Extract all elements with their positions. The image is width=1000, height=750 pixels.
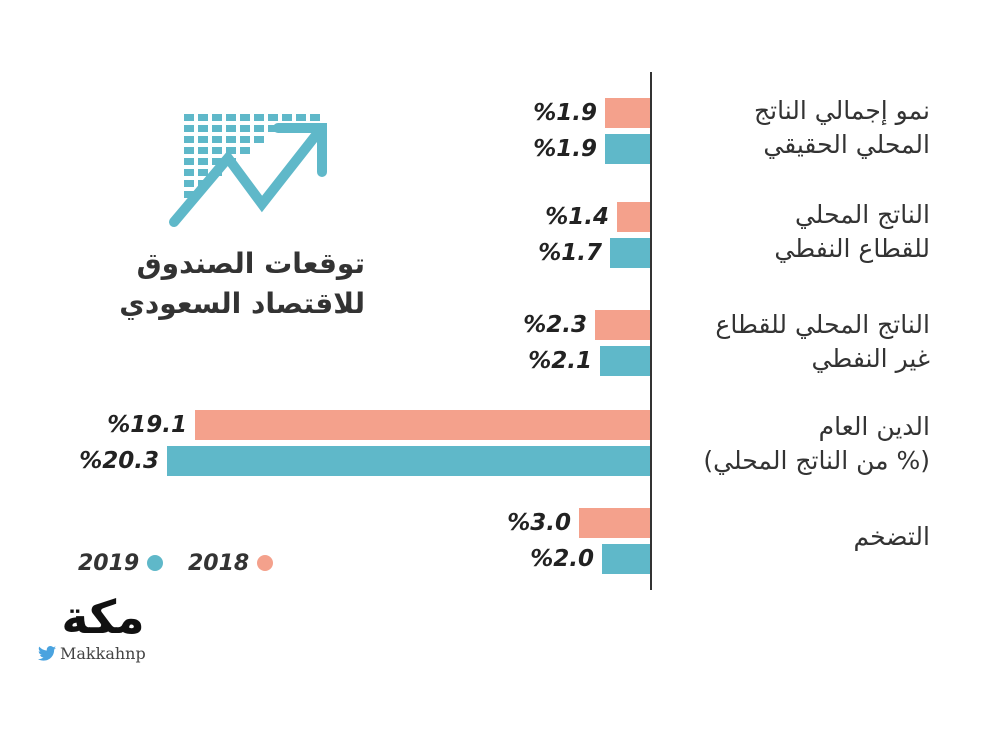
category-label: التضخم [660,520,930,554]
bar-2018-3 [195,410,650,440]
icon-grid-cell [240,136,250,143]
category-label: نمو إجمالي الناتج المحلي الحقيقي [660,94,930,162]
logo: مكة [61,590,146,644]
bar-2018-1 [617,202,650,232]
icon-grid-cell [212,158,222,165]
icon-grid-cell [212,114,222,121]
infographic-title: توقعات الصندوق للاقتصاد السعودي [100,244,365,324]
icon-grid-cell [212,147,222,154]
icon-grid-cell [226,125,236,132]
category-label-line: الناتج المحلي للقطاع [715,310,930,339]
icon-grid-cell [184,191,194,198]
icon-grid-cell [198,125,208,132]
icon-grid-cell [198,114,208,121]
category-label-line: التضخم [853,522,930,551]
icon-grid-cell [198,147,208,154]
bar-value-label: %19.1 [107,412,187,438]
category-label-line: المحلي الحقيقي [763,130,930,159]
social-handle: Makkahnp [38,642,146,664]
legend-label-2019: 2019 [78,550,140,576]
bar-value-label: %2.0 [530,546,594,572]
icon-grid-cell [310,114,320,121]
icon-grid-cell [254,114,264,121]
category-label-line: الناتج المحلي [794,200,930,229]
bar-value-label: %1.9 [533,136,597,162]
handle-text: Makkahnp [60,643,146,663]
bar-value-label: %1.4 [545,204,609,230]
icon-grid-cell [254,125,264,132]
title-line-2: للاقتصاد السعودي [119,287,365,320]
bar-2019-2 [600,346,650,376]
bar-2019-0 [605,134,650,164]
category-label: الناتج المحلي للقطاع النفطي [660,198,930,266]
growth-chart-arrow-icon [169,114,327,227]
icon-grid-cell [184,180,194,187]
bar-2018-2 [595,310,650,340]
category-label: الناتج المحلي للقطاع غير النفطي [660,308,930,376]
bar-2019-1 [610,238,650,268]
title-line-1: توقعات الصندوق [136,247,365,280]
legend-item-2019: 2019 [78,548,164,578]
icon-grid-cell [184,136,194,143]
icon-grid-cell [198,136,208,143]
category-label-line: الدين العام [818,412,930,441]
bar-value-label: %2.3 [523,312,587,338]
icon-grid-cell [184,147,194,154]
category-label-line: (% من الناتج المحلي) [703,446,930,475]
icon-grid-cell [198,158,208,165]
chart-axis-line [650,72,652,590]
bar-value-label: %1.7 [538,240,602,266]
icon-grid-cell [240,125,250,132]
icon-grid-cell [212,136,222,143]
icon-grid-cell [296,114,306,121]
icon-grid-cell [212,125,222,132]
bar-value-label: %3.0 [507,510,571,536]
bar-2018-0 [605,98,650,128]
icon-grid-cell [184,158,194,165]
category-label-line: غير النفطي [811,344,930,373]
icon-grid-cell [184,125,194,132]
category-label-line: للقطاع النفطي [774,234,930,263]
legend-item-2018: 2018 [188,548,274,578]
bar-2018-4 [579,508,650,538]
icon-grid-cell [184,114,194,121]
bar-2019-3 [167,446,650,476]
icon-grid-cell [268,114,278,121]
icon-grid-cell [226,147,236,154]
icon-grid-cell [254,136,264,143]
category-label: الدين العام (% من الناتج المحلي) [660,410,930,478]
icon-grid-cell [198,169,208,176]
bar-value-label: %20.3 [79,448,159,474]
icon-grid-cell [240,114,250,121]
bar-value-label: %2.1 [528,348,592,374]
legend-swatch-2018 [257,555,274,571]
category-label-line: نمو إجمالي الناتج [754,96,930,125]
icon-grid-cell [226,114,236,121]
twitter-bird-icon [38,645,56,661]
icon-grid-cell [268,125,278,132]
icon-grid-cell [226,136,236,143]
icon-grid-cell [282,114,292,121]
legend-swatch-2019 [147,555,164,571]
legend-label-2018: 2018 [188,550,250,576]
icon-grid-cell [184,169,194,176]
bar-value-label: %1.9 [533,100,597,126]
bar-2019-4 [602,544,650,574]
icon-grid-cell [240,147,250,154]
